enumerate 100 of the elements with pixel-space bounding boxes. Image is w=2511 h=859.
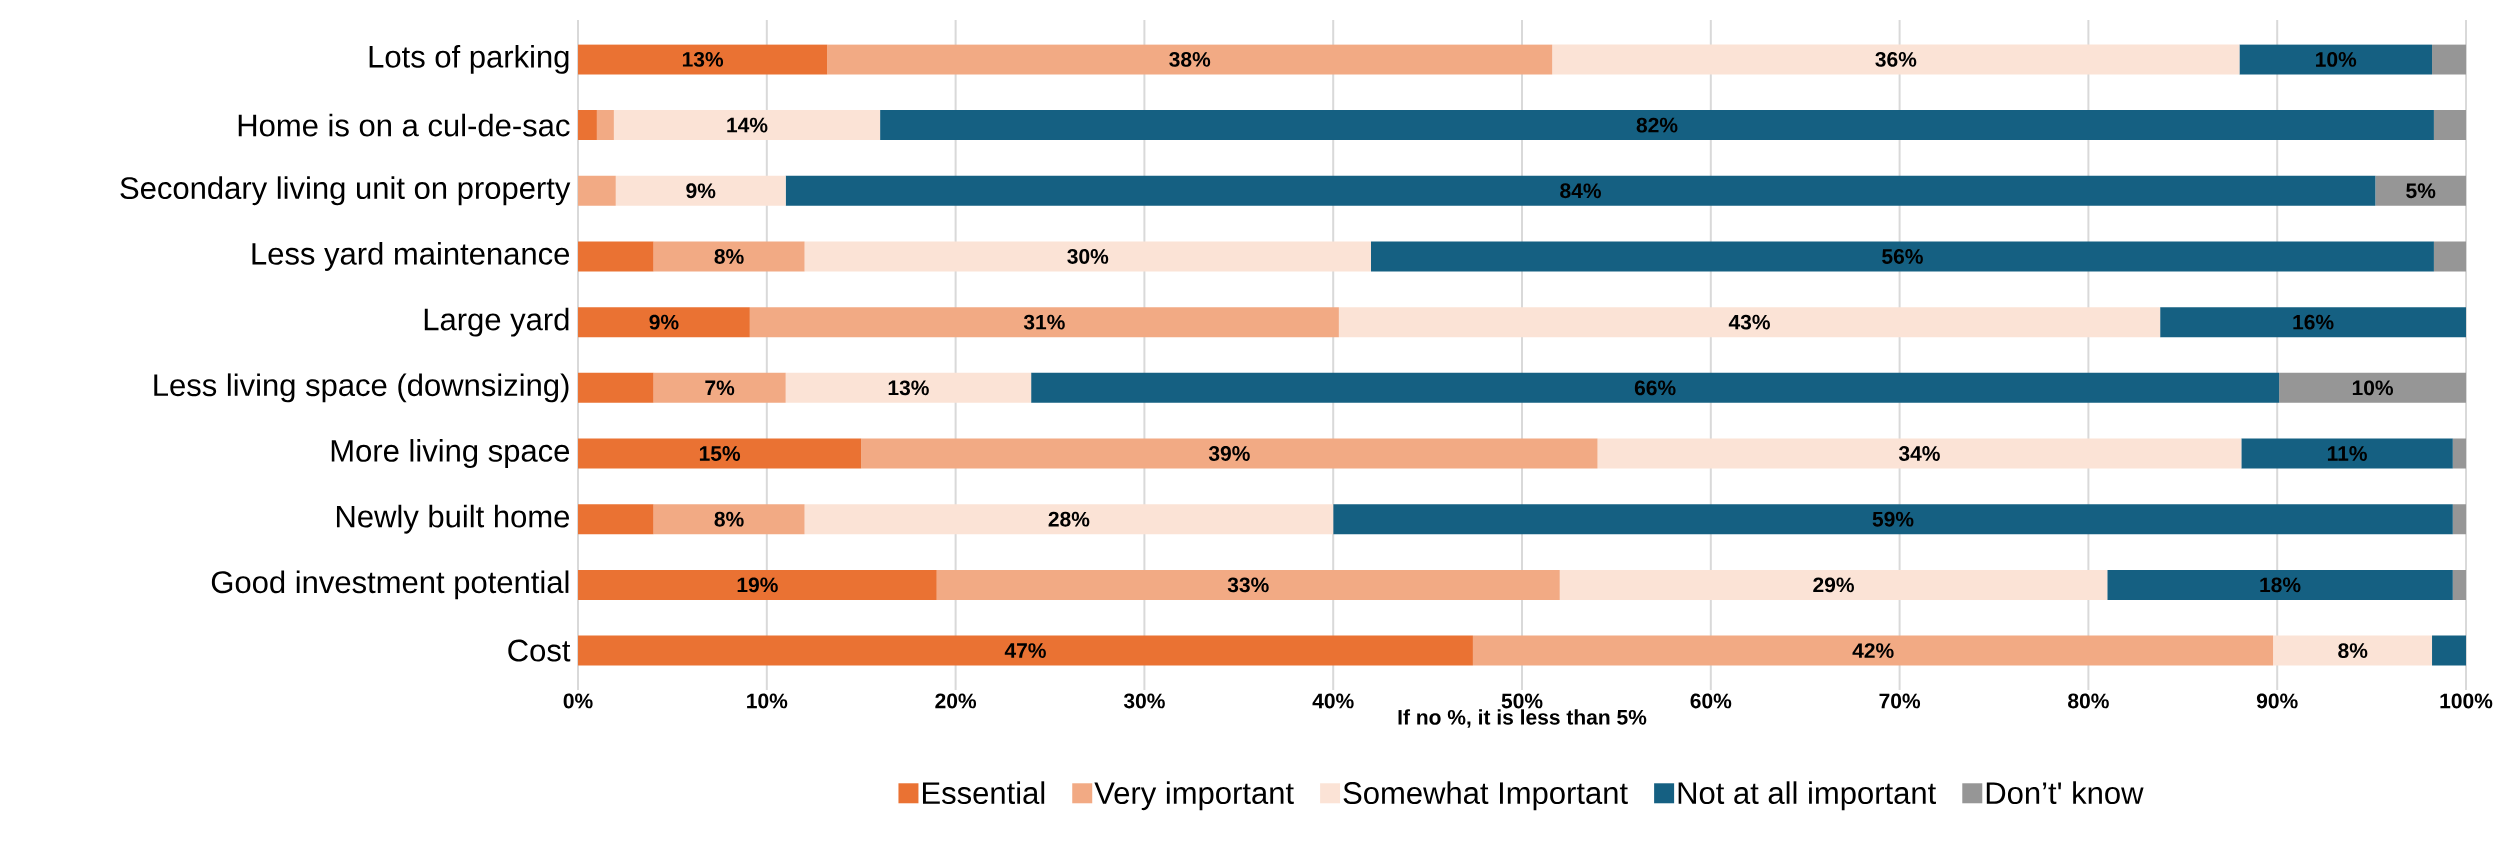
data-label: 38%	[1169, 51, 1211, 67]
data-label: 10%	[2352, 380, 2394, 396]
bar	[653, 241, 805, 272]
data-label: 43%	[1728, 314, 1770, 330]
data-label: 13%	[888, 380, 929, 396]
x-tick-label: 40%	[1312, 693, 1354, 709]
bar	[2107, 569, 2453, 600]
legend-label: Very important	[1094, 781, 1294, 811]
bar	[578, 438, 862, 469]
bar	[2273, 635, 2433, 666]
data-label: 9%	[686, 183, 716, 199]
x-tick-label: 60%	[1690, 693, 1732, 709]
x-tick-label: 100%	[2440, 693, 2493, 709]
bar	[1031, 372, 2280, 403]
bar	[2433, 110, 2466, 141]
data-label: 31%	[1023, 314, 1065, 330]
bar	[2279, 372, 2466, 403]
bar	[578, 569, 937, 600]
data-label: 28%	[1048, 511, 1090, 527]
data-label: 33%	[1227, 577, 1269, 593]
bar	[2239, 44, 2433, 75]
x-tick-label: 20%	[935, 693, 977, 709]
bar	[653, 372, 786, 403]
data-label: 7%	[705, 380, 735, 396]
y-tick-label: Less living space (downsizing)	[154, 373, 569, 403]
data-label: 8%	[2338, 643, 2368, 659]
y-tick-label: Lots of parking	[369, 44, 569, 74]
bar	[2432, 635, 2466, 666]
x-axis-title: If no %, it is less than 5%	[1398, 709, 1647, 728]
data-label: 66%	[1634, 380, 1676, 396]
bar	[2432, 44, 2466, 75]
y-tick-label: More living space	[331, 439, 570, 468]
x-tick-label: 10%	[747, 693, 788, 709]
bar	[1333, 504, 2453, 535]
data-label: 39%	[1208, 446, 1250, 461]
legend-label: Somewhat Important	[1343, 781, 1628, 811]
data-label: 36%	[1875, 51, 1917, 67]
bar	[2160, 307, 2466, 338]
bar	[936, 569, 1560, 600]
legend-label: Essential	[922, 781, 1045, 805]
data-label: 8%	[714, 511, 744, 527]
bar	[578, 504, 654, 535]
data-label: 9%	[649, 314, 679, 330]
data-label: 47%	[1004, 643, 1046, 658]
bar	[785, 372, 1032, 403]
bar	[578, 635, 1473, 666]
bar	[2375, 175, 2466, 206]
data-label: 13%	[682, 51, 724, 67]
bar	[749, 307, 1339, 338]
data-label: 8%	[714, 249, 744, 264]
bar	[804, 504, 1334, 535]
data-label: 5%	[2406, 183, 2436, 199]
bar	[578, 241, 654, 272]
bar	[578, 175, 616, 206]
y-tick-label: Good investment potential	[211, 570, 569, 600]
bar	[613, 110, 881, 141]
data-label: 14%	[727, 117, 768, 133]
x-tick-label: 50%	[1501, 693, 1543, 709]
data-label: 29%	[1813, 577, 1854, 593]
x-tick-label: 30%	[1123, 693, 1165, 709]
data-label: 59%	[1872, 511, 1914, 527]
bar	[785, 175, 2376, 206]
data-label: 42%	[1852, 643, 1894, 658]
bar	[2241, 438, 2453, 469]
data-label: 30%	[1067, 249, 1109, 264]
bar	[2433, 241, 2466, 272]
bar	[596, 110, 614, 141]
x-tick-label: 0%	[563, 693, 593, 709]
y-tick-label: Large yard	[424, 307, 569, 337]
y-tick-label: Newly built home	[336, 504, 570, 534]
x-tick-label: 70%	[1879, 693, 1921, 709]
data-label: 15%	[699, 446, 741, 461]
data-label: 11%	[2327, 446, 2367, 461]
data-label: 10%	[2316, 51, 2357, 67]
data-label: 19%	[737, 577, 778, 593]
bar	[653, 504, 805, 535]
bar	[880, 110, 2434, 141]
bar	[1370, 241, 2434, 272]
bar	[578, 110, 597, 141]
data-label: 16%	[2293, 314, 2334, 330]
bar	[861, 438, 1598, 469]
y-tick-label: Home is on a cul-de-sac	[238, 113, 570, 137]
bar	[2452, 438, 2466, 469]
bar	[827, 44, 1553, 75]
data-label: 82%	[1636, 117, 1678, 133]
legend-label: Don’t' know	[1986, 781, 2144, 805]
bar	[2452, 569, 2466, 600]
y-tick-label: Secondary living unit on property	[120, 176, 571, 206]
x-tick-label: 80%	[2068, 693, 2109, 709]
x-tick-label: 90%	[2256, 693, 2298, 709]
bar	[804, 241, 1371, 272]
y-tick-label: Less yard maintenance	[252, 242, 570, 271]
data-label: 84%	[1560, 183, 1601, 199]
bar	[578, 307, 750, 338]
data-label: 34%	[1898, 446, 1940, 461]
bar	[1338, 307, 2161, 338]
bar	[1597, 438, 2242, 469]
bar	[1472, 635, 2274, 666]
data-label: 18%	[2260, 577, 2301, 593]
data-label: 56%	[1882, 249, 1923, 264]
